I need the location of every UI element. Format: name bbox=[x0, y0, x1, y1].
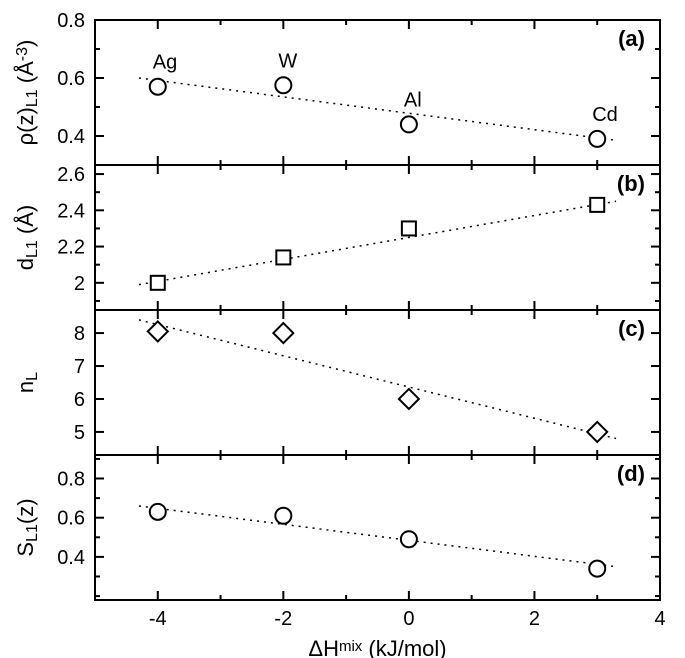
panel-d-border bbox=[95, 455, 660, 600]
panel-b-ytick-label: 2.4 bbox=[57, 200, 85, 222]
panel-a-ylabel: ρ(z)L1 (Å-3) bbox=[13, 40, 41, 146]
panel-d-point bbox=[401, 531, 417, 547]
point-label-Ag: Ag bbox=[153, 52, 177, 74]
panel-c-ytick-label: 7 bbox=[74, 356, 85, 378]
panel-c-point bbox=[587, 422, 607, 442]
panel-d-ytick-label: 0.6 bbox=[57, 508, 85, 530]
panel-b-ytick-label: 2 bbox=[74, 273, 85, 295]
panel-c-ytick-label: 6 bbox=[74, 389, 85, 411]
figure-svg: 0.4 0.6 0.8 Ag W Al Cd (a) ρ(z)L1 (Å-3) 2 2.2 2.4 2.… bbox=[0, 0, 685, 658]
panel-c-ylabel: nL bbox=[13, 372, 41, 393]
point-label-Cd: Cd bbox=[592, 104, 618, 126]
panel-d-ytick-label: 0.4 bbox=[57, 547, 85, 569]
xtick-label: 0 bbox=[403, 608, 414, 630]
panel-a-ytick-label: 0.6 bbox=[57, 68, 85, 90]
xtick-label: 2 bbox=[529, 608, 540, 630]
panel-d-point bbox=[275, 508, 291, 524]
panel-a-ytick-label: 0.4 bbox=[57, 126, 85, 148]
panel-b-point bbox=[276, 250, 290, 264]
point-label-Al: Al bbox=[404, 89, 422, 111]
multi-panel-scatter-figure: 0.4 0.6 0.8 Ag W Al Cd (a) ρ(z)L1 (Å-3) 2 2.2 2.4 2.… bbox=[0, 0, 685, 658]
panel-a-point bbox=[150, 79, 166, 95]
panel-c-trendline bbox=[139, 320, 616, 439]
xaxis-label: ΔHmix (kJ/mol) bbox=[308, 636, 446, 658]
panel-b-trendline bbox=[139, 201, 616, 284]
panel-b-ytick-label: 2.2 bbox=[57, 237, 85, 259]
panel-b-border bbox=[95, 165, 660, 310]
panel-b-point bbox=[151, 276, 165, 290]
panel-d-ylabel: SL1(z) bbox=[13, 498, 41, 556]
panel-d-ytick-label: 0.8 bbox=[57, 469, 85, 491]
xtick-label: -4 bbox=[149, 608, 167, 630]
panel-c-tag: (c) bbox=[618, 316, 645, 341]
panel-b-point bbox=[590, 198, 604, 212]
panel-a-trendline bbox=[139, 78, 616, 140]
panel-a-tag: (a) bbox=[618, 26, 645, 51]
panel-c-point bbox=[399, 389, 419, 409]
panel-a-border bbox=[95, 20, 660, 165]
panel-c-point bbox=[273, 323, 293, 343]
panel-b-ylabel: dL1 (Å) bbox=[13, 205, 41, 271]
panel-c-border bbox=[95, 310, 660, 455]
panel-d-point bbox=[589, 561, 605, 577]
panel-b-ytick-label: 2.6 bbox=[57, 164, 85, 186]
point-label-W: W bbox=[278, 50, 297, 72]
xtick-label: -2 bbox=[274, 608, 292, 630]
panel-d-trendline bbox=[139, 506, 616, 567]
panel-a-point bbox=[589, 131, 605, 147]
panel-a-ytick-label: 0.8 bbox=[57, 10, 85, 32]
panel-a-point bbox=[401, 116, 417, 132]
panel-c-ytick-label: 5 bbox=[74, 422, 85, 444]
panel-b-tag: (b) bbox=[617, 171, 645, 196]
panel-d-point bbox=[150, 504, 166, 520]
panel-d-tag: (d) bbox=[617, 461, 645, 486]
panel-b-point bbox=[402, 221, 416, 235]
xtick-label: 4 bbox=[654, 608, 665, 630]
panel-c-ytick-label: 8 bbox=[74, 323, 85, 345]
panel-a-point bbox=[275, 77, 291, 93]
panel-c-point bbox=[148, 321, 168, 341]
